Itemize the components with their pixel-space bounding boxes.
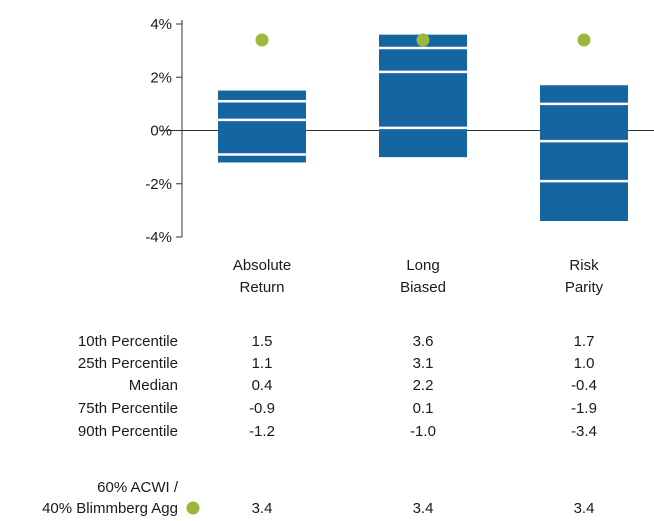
- y-tick-label: -2%: [145, 176, 172, 193]
- y-tick-label: -4%: [145, 229, 172, 246]
- benchmark-table-cell: 3.4: [252, 500, 273, 517]
- table-cell: 1.0: [574, 355, 595, 372]
- table-cell: -0.9: [249, 400, 275, 417]
- category-label-line1: Long: [406, 257, 439, 274]
- row-label: Median: [129, 377, 178, 394]
- category-label-line2: Biased: [400, 279, 446, 296]
- y-tick-label: 2%: [150, 69, 172, 86]
- row-label: 90th Percentile: [78, 423, 178, 440]
- category-label-line1: Risk: [569, 257, 599, 274]
- benchmark-table-cell: 3.4: [574, 500, 595, 517]
- table-cell: 1.5: [252, 333, 273, 350]
- category-labels: Absolute Return Long Biased Risk Parity: [233, 257, 604, 296]
- percentile-box: [540, 85, 628, 222]
- table-cell: 3.6: [413, 333, 434, 350]
- table-cell: 1.1: [252, 355, 273, 372]
- row-label: 25th Percentile: [78, 355, 178, 372]
- percentile-table: 10th Percentile 1.5 3.6 1.7 25th Percentile 1…: [42, 333, 597, 517]
- y-tick-label: 4%: [150, 16, 172, 33]
- benchmark-dot: [416, 33, 430, 47]
- table-cell: 0.1: [413, 400, 434, 417]
- table-cell: -0.4: [571, 377, 597, 394]
- table-cell: 1.7: [574, 333, 595, 350]
- benchmark-dot: [255, 33, 269, 47]
- benchmark-label-line2: 40% Blimmberg Agg: [42, 500, 178, 517]
- percentile-box: [218, 90, 306, 163]
- table-cell: -1.9: [571, 400, 597, 417]
- benchmark-dots: [255, 33, 591, 47]
- benchmark-dot: [577, 33, 591, 47]
- category-label-line2: Parity: [565, 279, 604, 296]
- table-cell: 2.2: [413, 377, 434, 394]
- row-label: 10th Percentile: [78, 333, 178, 350]
- row-label: 75th Percentile: [78, 400, 178, 417]
- percentile-box: [379, 34, 467, 158]
- benchmark-table-cell: 3.4: [413, 500, 434, 517]
- table-cell: 3.1: [413, 355, 434, 372]
- benchmark-label-line1: 60% ACWI /: [97, 479, 179, 496]
- percentile-boxes: [218, 34, 628, 222]
- benchmark-legend-dot: [186, 501, 200, 515]
- table-cell: -1.2: [249, 423, 275, 440]
- category-label-line1: Absolute: [233, 257, 291, 274]
- category-label-line2: Return: [239, 279, 284, 296]
- table-cell: -1.0: [410, 423, 436, 440]
- table-cell: 0.4: [252, 377, 273, 394]
- table-cell: -3.4: [571, 423, 597, 440]
